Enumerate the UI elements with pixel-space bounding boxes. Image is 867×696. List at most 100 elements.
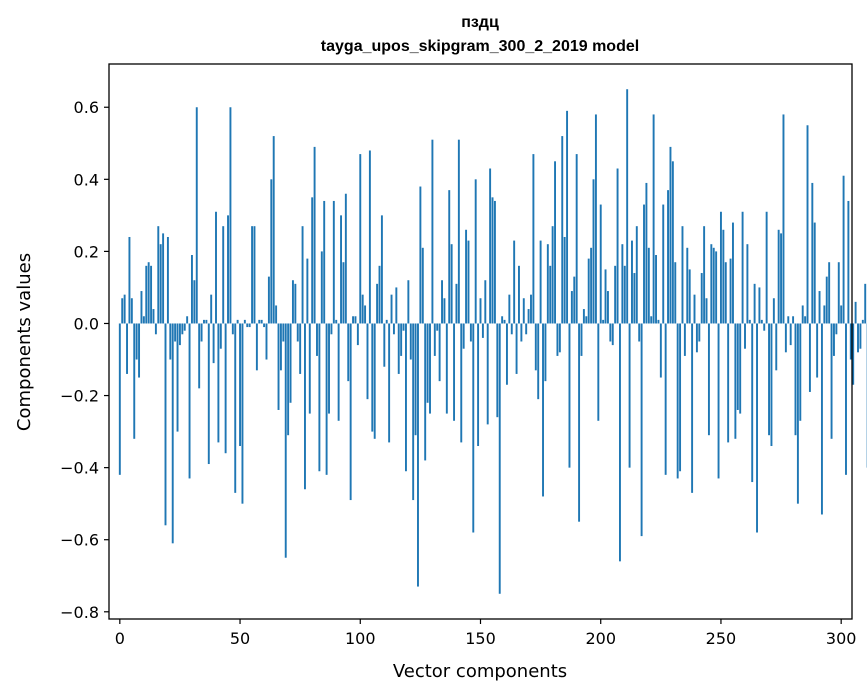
bar-253 <box>727 323 730 443</box>
bar-62 <box>267 276 270 324</box>
bar-146 <box>469 323 472 342</box>
bar-257 <box>736 323 739 410</box>
bar-238 <box>691 323 694 493</box>
bar-226 <box>662 204 665 324</box>
bar-196 <box>590 247 593 324</box>
bar-231 <box>674 262 677 324</box>
bar-113 <box>390 294 393 324</box>
bar-294 <box>825 276 828 324</box>
bar-255 <box>732 222 734 324</box>
bar-273 <box>775 323 778 371</box>
bar-259 <box>741 211 744 324</box>
bar-228 <box>667 190 670 324</box>
bar-137 <box>448 190 451 324</box>
bar-187 <box>568 323 571 468</box>
bar-175 <box>539 240 542 324</box>
bar-205 <box>611 323 614 346</box>
bar-250 <box>719 211 722 324</box>
bar-252 <box>724 262 727 324</box>
bar-160 <box>503 319 506 324</box>
bar-124 <box>417 323 419 587</box>
bar-197 <box>592 179 595 324</box>
bar-167 <box>520 323 523 342</box>
bar-180 <box>551 226 554 324</box>
bar-159 <box>501 316 504 324</box>
bar-29 <box>188 323 191 479</box>
bar-81 <box>313 146 316 324</box>
bar-99 <box>356 323 359 346</box>
bar-5 <box>130 298 133 324</box>
bar-225 <box>659 323 662 378</box>
bar-289 <box>813 222 816 324</box>
bar-26 <box>181 323 184 335</box>
bar-95 <box>347 323 350 382</box>
bar-43 <box>222 226 225 324</box>
bar-144 <box>465 229 468 324</box>
bar-42 <box>219 323 222 349</box>
bar-162 <box>508 294 511 324</box>
bar-121 <box>409 323 412 360</box>
bar-61 <box>265 323 268 360</box>
bar-236 <box>686 247 689 324</box>
bar-123 <box>414 323 417 436</box>
bar-300 <box>840 305 843 324</box>
bar-143 <box>462 323 465 349</box>
bar-147 <box>472 323 475 533</box>
bar-165 <box>515 323 518 374</box>
bar-260 <box>744 323 746 349</box>
bar-90 <box>335 319 338 324</box>
y-tick-label-3: 0.0 <box>74 314 99 333</box>
bar-204 <box>609 323 612 342</box>
bar-116 <box>397 323 400 374</box>
bar-96 <box>349 323 352 501</box>
bar-295 <box>828 262 831 324</box>
bar-139 <box>453 323 456 421</box>
bar-67 <box>279 323 282 371</box>
bar-288 <box>811 182 814 324</box>
bar-264 <box>753 283 756 324</box>
bar-237 <box>688 269 691 324</box>
bar-211 <box>626 89 629 324</box>
x-tick-label-5: 250 <box>706 629 737 648</box>
bar-101 <box>361 294 364 324</box>
bar-33 <box>198 323 201 389</box>
bar-285 <box>804 316 807 324</box>
bar-269 <box>765 211 768 324</box>
bar-106 <box>373 323 376 439</box>
bar-233 <box>679 323 682 472</box>
bar-4 <box>128 236 131 324</box>
bar-271 <box>770 323 773 447</box>
y-tick-label-2: 0.2 <box>74 242 99 261</box>
bar-170 <box>527 309 530 324</box>
bar-55 <box>251 226 254 324</box>
bar-89 <box>332 200 335 324</box>
bar-298 <box>835 323 838 335</box>
bar-13 <box>150 265 153 324</box>
bar-221 <box>650 316 653 324</box>
x-tick-label-2: 100 <box>345 629 376 648</box>
bar-58 <box>258 319 261 324</box>
x-tick-label-4: 200 <box>585 629 616 648</box>
bar-268 <box>763 323 766 331</box>
bar-242 <box>700 273 703 324</box>
bar-17 <box>159 244 162 324</box>
bar-274 <box>777 229 780 324</box>
bar-217 <box>640 323 643 537</box>
bar-75 <box>299 323 302 374</box>
bar-194 <box>585 316 588 324</box>
bar-256 <box>734 323 737 439</box>
bar-188 <box>570 291 573 324</box>
bar-70 <box>287 323 290 436</box>
bar-18 <box>162 233 165 324</box>
bar-118 <box>402 323 405 331</box>
y-tick-label-0: 0.6 <box>74 98 99 117</box>
bar-127 <box>424 323 427 461</box>
bar-185 <box>563 236 566 324</box>
bar-128 <box>426 323 429 403</box>
bar-125 <box>419 186 422 324</box>
bar-103 <box>366 323 369 400</box>
bar-102 <box>364 305 367 324</box>
bar-73 <box>294 283 297 324</box>
bar-133 <box>438 323 441 382</box>
